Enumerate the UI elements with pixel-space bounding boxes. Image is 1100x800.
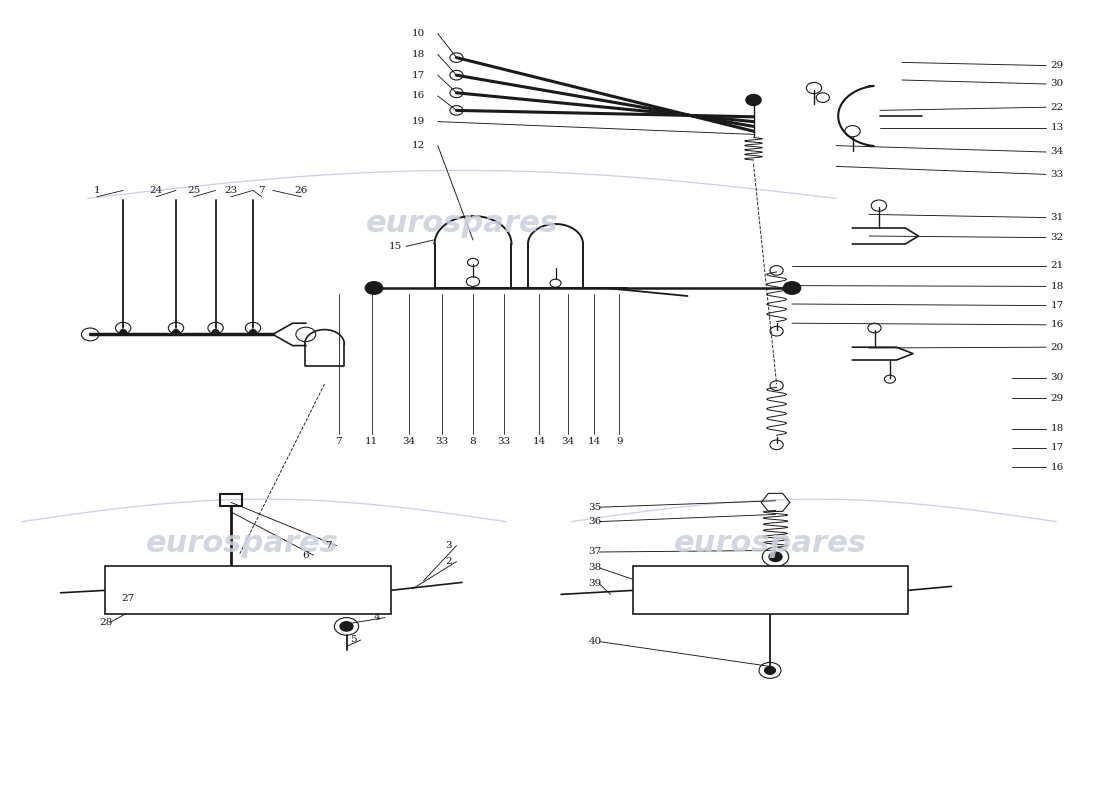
Circle shape [120, 330, 127, 334]
Text: 39: 39 [588, 579, 602, 589]
Text: 28: 28 [99, 618, 112, 627]
Text: 14: 14 [587, 437, 601, 446]
Text: 34: 34 [1050, 147, 1064, 157]
Bar [104, 566, 390, 614]
Text: 6: 6 [302, 550, 309, 560]
Text: 11: 11 [365, 437, 378, 446]
Text: 10: 10 [411, 29, 425, 38]
Text: 35: 35 [588, 502, 602, 512]
Text: 16: 16 [1050, 320, 1064, 330]
Text: 23: 23 [224, 186, 238, 195]
Text: 8: 8 [470, 437, 476, 446]
Text: 17: 17 [411, 70, 425, 80]
Text: 31: 31 [1050, 213, 1064, 222]
Text: 40: 40 [588, 637, 602, 646]
Text: 5: 5 [350, 635, 356, 645]
Text: 30: 30 [1050, 79, 1064, 89]
Text: 18: 18 [1050, 424, 1064, 434]
Text: 27: 27 [121, 594, 134, 603]
Text: 16: 16 [411, 91, 425, 101]
Text: 33: 33 [497, 437, 510, 446]
Text: 21: 21 [1050, 261, 1064, 270]
Text: 18: 18 [1050, 282, 1064, 291]
Text: 19: 19 [411, 117, 425, 126]
Text: 1: 1 [94, 186, 100, 195]
Text: eurospares: eurospares [673, 530, 867, 558]
Text: 18: 18 [411, 50, 425, 59]
Text: 34: 34 [561, 437, 574, 446]
Text: 9: 9 [616, 437, 623, 446]
Text: 17: 17 [1050, 301, 1064, 310]
Text: 38: 38 [588, 563, 602, 573]
Text: 15: 15 [388, 242, 401, 251]
Circle shape [783, 282, 801, 294]
Circle shape [173, 330, 179, 334]
Text: 24: 24 [150, 186, 163, 195]
Text: 3: 3 [446, 541, 452, 550]
Text: 33: 33 [1050, 170, 1064, 179]
Circle shape [212, 330, 219, 334]
Text: 12: 12 [411, 141, 425, 150]
Text: 2: 2 [446, 557, 452, 566]
Text: 22: 22 [1050, 102, 1064, 112]
Text: 32: 32 [1050, 233, 1064, 242]
Text: 20: 20 [1050, 342, 1064, 352]
Text: 29: 29 [1050, 61, 1064, 70]
Circle shape [250, 330, 256, 334]
Text: 13: 13 [1050, 123, 1064, 133]
Circle shape [365, 282, 383, 294]
Circle shape [340, 622, 353, 631]
Circle shape [769, 552, 782, 562]
Text: eurospares: eurospares [145, 530, 339, 558]
Circle shape [746, 94, 761, 106]
Text: 30: 30 [1050, 373, 1064, 382]
Text: 26: 26 [295, 186, 308, 195]
Text: 37: 37 [588, 547, 602, 557]
Text: 36: 36 [588, 517, 602, 526]
Text: 7: 7 [258, 186, 265, 195]
Text: 34: 34 [403, 437, 416, 446]
Text: 14: 14 [532, 437, 546, 446]
Bar [632, 566, 908, 614]
Text: 25: 25 [187, 186, 200, 195]
Circle shape [764, 666, 776, 674]
Text: 16: 16 [1050, 462, 1064, 472]
Text: eurospares: eurospares [365, 210, 559, 238]
Text: 17: 17 [1050, 443, 1064, 453]
Text: 33: 33 [436, 437, 449, 446]
Text: 7: 7 [326, 541, 332, 550]
Text: 4: 4 [374, 613, 381, 622]
Text: 7: 7 [336, 437, 342, 446]
Text: 29: 29 [1050, 394, 1064, 403]
